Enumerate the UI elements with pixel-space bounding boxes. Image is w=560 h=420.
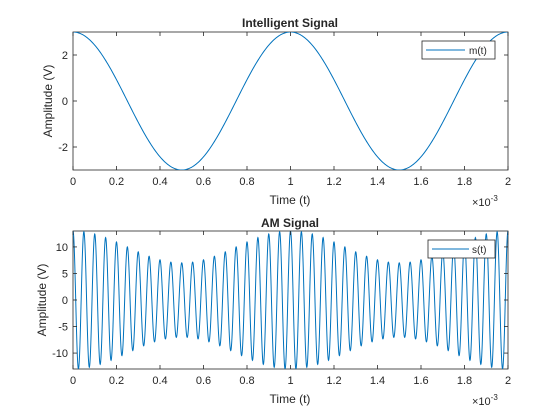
intelligent-signal-panel: Intelligent Signal 0 0.2 0.4 0.6 0.8 1 1.2 1.4 1… [41, 16, 511, 209]
x-tick-label: 0.8 [239, 176, 254, 188]
series-line-mt [73, 32, 508, 170]
x-tick-label: 0.6 [196, 375, 211, 387]
x-tick-label: 2 [505, 176, 511, 188]
x-tick-label: 1 [287, 375, 293, 387]
x-tick-label: 0.2 [109, 176, 124, 188]
chart-title: Intelligent Signal [242, 16, 338, 30]
y-tick-labels: -2 0 2 [58, 50, 508, 154]
x-tick-label: 0.4 [152, 375, 167, 387]
x-tick-label: 1.6 [413, 176, 428, 188]
x-tick-label: 1.8 [457, 375, 472, 387]
x-tick-label: 1.8 [457, 176, 472, 188]
y-tick-label: 10 [56, 242, 68, 254]
x-tick-label: 0.8 [239, 375, 254, 387]
x-tick-label: 1.2 [326, 375, 341, 387]
legend: s(t) [427, 239, 496, 259]
x-tick-label: 0 [70, 176, 76, 188]
am-signal-panel: AM Signal 0 0.2 0.4 0.6 0.8 1 1.2 1.4 1.6 1.8 2 -1… [35, 216, 511, 408]
x-tick-label: 1.4 [370, 176, 385, 188]
legend-label-m: m(t) [469, 46, 487, 57]
y-tick-label: 0 [62, 96, 68, 108]
x-tick-label: 1.2 [326, 176, 341, 188]
x-tick-label: 0.6 [196, 176, 211, 188]
y-tick-label: 5 [62, 268, 68, 280]
legend: m(t) [421, 40, 496, 60]
series-line-st [73, 231, 508, 369]
y-axis-label: Amplitude (V) [35, 264, 49, 337]
x-tick-label: 1.4 [370, 375, 385, 387]
y-tick-label: 0 [62, 295, 68, 307]
x-tick-label: 0 [70, 375, 76, 387]
chart-title: AM Signal [261, 216, 319, 230]
x-axis-label: Time (t) [270, 193, 311, 207]
x-tick-labels: 0 0.2 0.4 0.6 0.8 1 1.2 1.4 1.6 1.8 2 [70, 32, 511, 188]
y-tick-label: 2 [62, 50, 68, 62]
x-scale-multiplier: ×10-3 [472, 393, 498, 408]
y-axis-label: Amplitude (V) [41, 65, 55, 138]
y-tick-label: -10 [52, 348, 68, 360]
x-axis-label: Time (t) [270, 392, 311, 406]
x-tick-labels: 0 0.2 0.4 0.6 0.8 1 1.2 1.4 1.6 1.8 2 [70, 231, 511, 387]
legend-label-s: s(t) [472, 245, 486, 256]
x-tick-label: 2 [505, 375, 511, 387]
x-scale-multiplier: ×10-3 [472, 194, 498, 209]
y-tick-label: -2 [58, 142, 68, 154]
x-tick-label: 0.2 [109, 375, 124, 387]
y-tick-label: -5 [58, 322, 68, 334]
x-tick-label: 1.6 [413, 375, 428, 387]
x-tick-label: 0.4 [152, 176, 167, 188]
y-tick-labels: -10 -5 0 5 10 [52, 242, 508, 360]
x-tick-label: 1 [287, 176, 293, 188]
